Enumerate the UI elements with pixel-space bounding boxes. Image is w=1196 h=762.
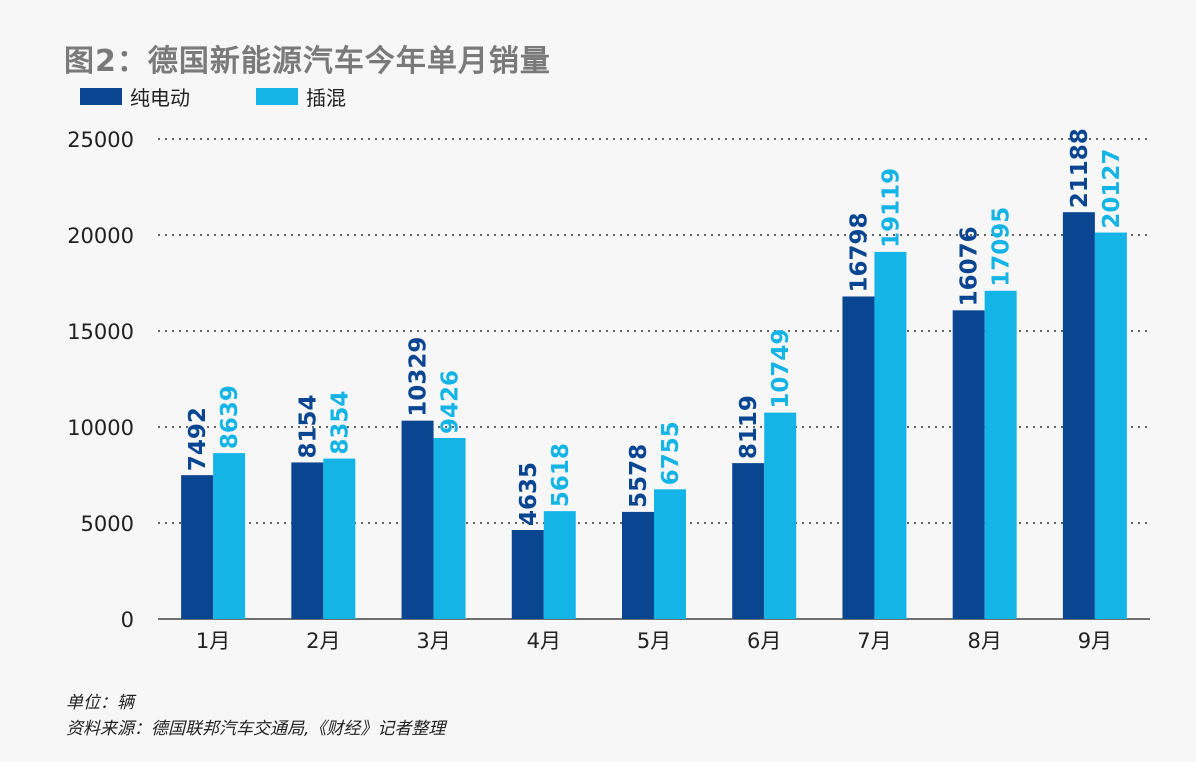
data-label-phev: 9426 <box>438 370 464 434</box>
bar-bev <box>952 310 985 619</box>
x-tick-label: 9月 <box>1078 629 1112 653</box>
x-tick-label: 1月 <box>196 629 230 653</box>
legend-swatch-phev <box>256 87 298 105</box>
bar-phev <box>874 251 907 619</box>
bar-bev <box>181 475 214 619</box>
y-tick-label: 25000 <box>67 128 134 152</box>
bar-phev <box>543 511 576 619</box>
y-tick-label: 15000 <box>67 320 134 344</box>
chart-title: 图2：德国新能源汽车今年单月销量 <box>64 44 551 79</box>
x-tick-label: 8月 <box>967 629 1001 653</box>
legend-label-bev: 纯电动 <box>130 85 190 110</box>
source-note: 资料来源：德国联邦汽车交通局,《财经》记者整理 <box>66 719 446 739</box>
bar-phev <box>323 458 356 619</box>
data-label-bev: 16798 <box>846 212 872 292</box>
data-label-bev: 21188 <box>1067 128 1093 208</box>
x-tick-label: 7月 <box>857 629 891 653</box>
x-tick-label: 2月 <box>306 629 340 653</box>
data-label-phev: 6755 <box>658 421 684 485</box>
data-label-bev: 10329 <box>406 337 432 417</box>
data-label-bev: 4635 <box>516 462 542 526</box>
data-label-phev: 17095 <box>989 207 1015 287</box>
bar-bev <box>291 462 324 619</box>
data-label-bev: 16076 <box>957 226 983 306</box>
legend-item-bev: 纯电动 <box>80 84 190 110</box>
bar-bev <box>732 463 765 619</box>
x-tick-label: 3月 <box>416 629 450 653</box>
data-label-bev: 5578 <box>626 444 652 508</box>
bar-bev <box>842 296 875 619</box>
bar-bev <box>622 511 654 619</box>
x-tick-label: 5月 <box>637 629 671 653</box>
bar-phev <box>433 438 466 619</box>
data-label-phev: 5618 <box>548 443 574 507</box>
y-tick-label: 0 <box>121 608 134 632</box>
bar-phev <box>764 412 797 619</box>
legend-item-phev: 插混 <box>256 84 346 110</box>
bar-bev <box>401 420 434 619</box>
x-tick-label: 4月 <box>527 629 561 653</box>
y-tick-label: 20000 <box>67 224 134 248</box>
legend-swatch-bev <box>80 87 122 105</box>
data-label-bev: 8119 <box>736 395 762 459</box>
legend-label-phev: 插混 <box>306 85 346 110</box>
bar-phev <box>1094 232 1127 620</box>
data-label-phev: 20127 <box>1099 149 1125 229</box>
y-tick-label: 5000 <box>81 512 134 536</box>
data-label-bev: 8154 <box>295 394 321 458</box>
bar-bev <box>1062 212 1095 619</box>
unit-note: 单位：辆 <box>66 693 134 713</box>
data-label-phev: 8354 <box>327 391 353 455</box>
y-tick-label: 10000 <box>67 416 134 440</box>
x-tick-label: 6月 <box>747 629 781 653</box>
bar-phev <box>984 290 1017 619</box>
data-label-bev: 7492 <box>185 407 211 471</box>
legend: 纯电动 插混 <box>80 84 480 110</box>
bar-bev <box>511 530 544 619</box>
data-label-phev: 8639 <box>217 385 243 449</box>
data-label-phev: 19119 <box>878 168 904 248</box>
bar-phev <box>654 489 686 619</box>
bar-phev <box>213 453 246 619</box>
data-label-phev: 10749 <box>768 329 794 409</box>
